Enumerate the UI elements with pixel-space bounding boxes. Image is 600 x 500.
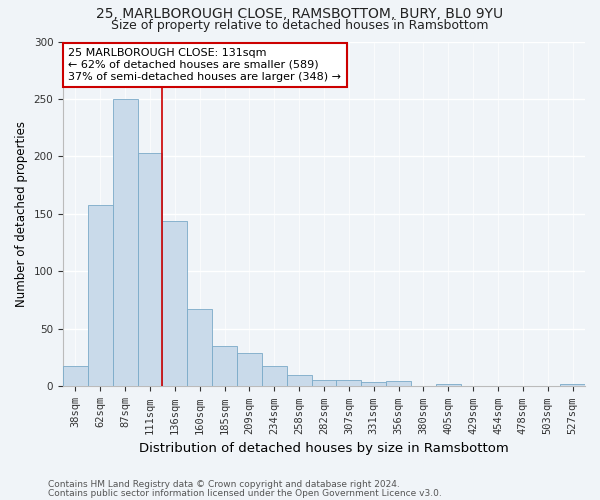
Bar [137,153,163,386]
Text: Contains HM Land Registry data © Crown copyright and database right 2024.: Contains HM Land Registry data © Crown c… [48,480,400,489]
Bar [163,221,187,386]
Y-axis label: Number of detached properties: Number of detached properties [15,121,28,307]
Bar [311,380,337,386]
Text: Size of property relative to detached houses in Ramsbottom: Size of property relative to detached ho… [111,19,489,32]
Bar [63,366,88,386]
Text: 25 MARLBOROUGH CLOSE: 131sqm
← 62% of detached houses are smaller (589)
37% of s: 25 MARLBOROUGH CLOSE: 131sqm ← 62% of de… [68,48,341,82]
Bar [386,380,411,386]
Bar [88,205,113,386]
Bar [361,382,386,386]
Bar [113,99,137,386]
Bar [187,310,212,386]
Text: Contains public sector information licensed under the Open Government Licence v3: Contains public sector information licen… [48,488,442,498]
Bar [262,366,287,386]
Bar [212,346,237,387]
Bar [337,380,361,386]
Text: 25, MARLBOROUGH CLOSE, RAMSBOTTOM, BURY, BL0 9YU: 25, MARLBOROUGH CLOSE, RAMSBOTTOM, BURY,… [97,8,503,22]
Bar [287,375,311,386]
Bar [560,384,585,386]
Bar [237,353,262,386]
X-axis label: Distribution of detached houses by size in Ramsbottom: Distribution of detached houses by size … [139,442,509,455]
Bar [436,384,461,386]
